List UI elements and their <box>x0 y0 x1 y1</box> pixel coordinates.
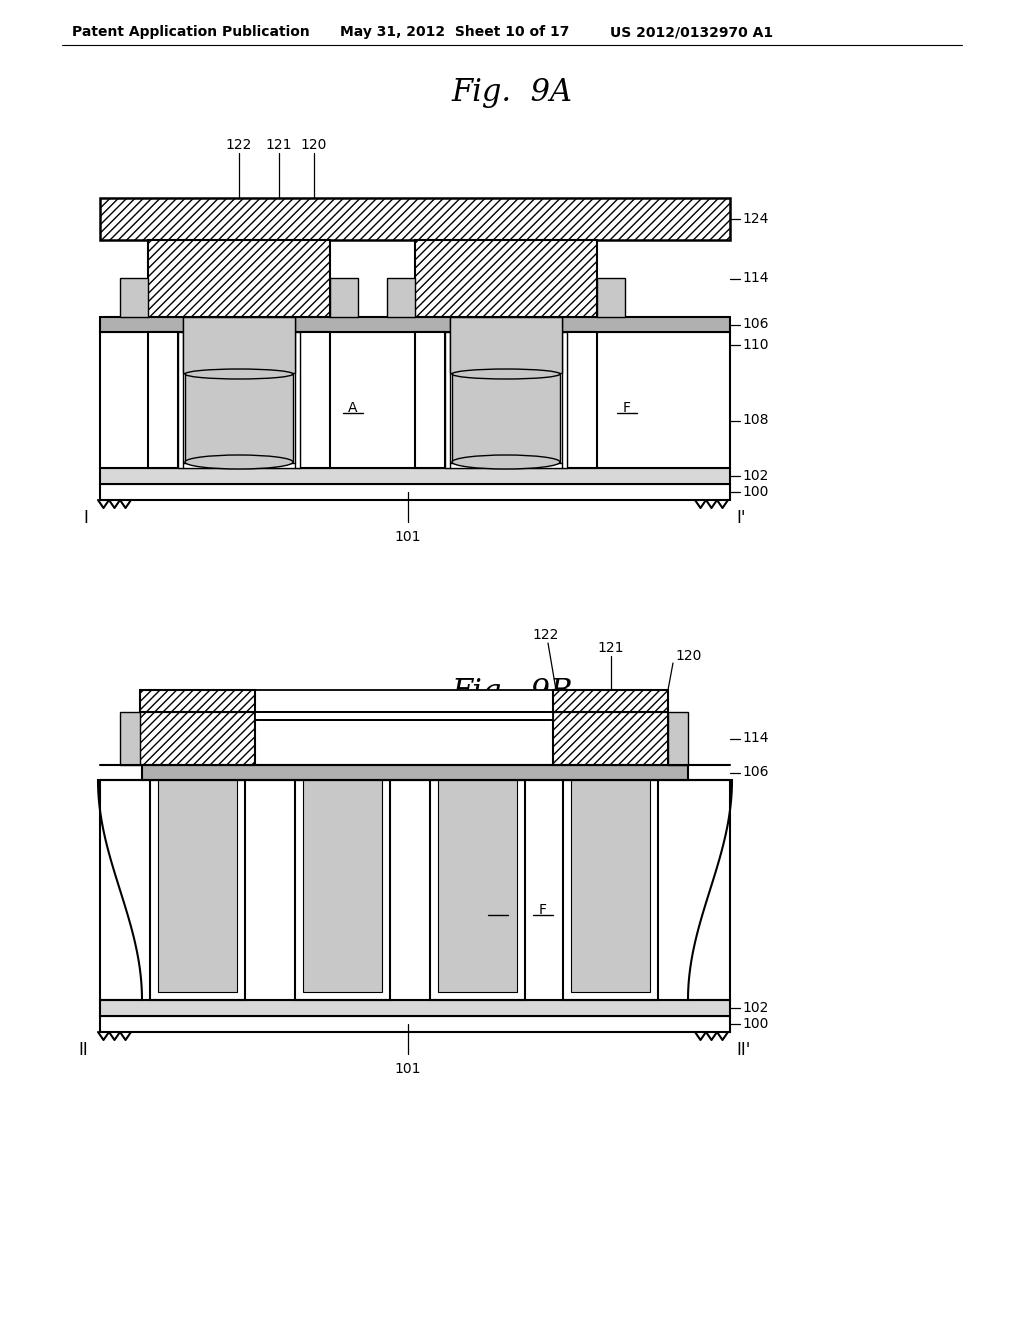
Bar <box>330 279 358 317</box>
Text: 122: 122 <box>532 628 559 642</box>
Text: 102: 102 <box>742 469 768 483</box>
Text: II: II <box>78 1041 88 1059</box>
Text: Patent Application Publication: Patent Application Publication <box>72 25 309 40</box>
Text: 102: 102 <box>742 1001 768 1015</box>
Text: 112b: 112b <box>327 939 358 952</box>
Text: I: I <box>83 510 88 527</box>
Text: F: F <box>623 401 631 414</box>
Bar <box>150 780 245 1001</box>
Bar <box>571 780 650 993</box>
Text: 110: 110 <box>742 338 768 352</box>
Bar <box>100 333 730 469</box>
Bar <box>387 279 415 317</box>
Bar <box>142 766 688 780</box>
Text: 101: 101 <box>394 531 421 544</box>
Text: May 31, 2012  Sheet 10 of 17: May 31, 2012 Sheet 10 of 17 <box>340 25 569 40</box>
Text: 112a: 112a <box>223 409 255 422</box>
Bar <box>120 711 140 766</box>
Text: 112a: 112a <box>182 939 213 952</box>
Text: Fig.  9B: Fig. 9B <box>452 676 572 708</box>
Bar <box>142 780 688 1001</box>
Text: 121: 121 <box>597 642 624 655</box>
Text: Fig.  9A: Fig. 9A <box>452 77 572 107</box>
Ellipse shape <box>452 370 560 379</box>
Bar <box>140 690 255 711</box>
Bar <box>567 333 597 469</box>
Bar <box>452 374 560 462</box>
Bar <box>668 711 688 766</box>
Bar <box>415 333 445 469</box>
Bar <box>100 484 730 500</box>
Ellipse shape <box>185 370 293 379</box>
Text: 112b: 112b <box>462 939 494 952</box>
Bar <box>450 317 562 374</box>
Text: 120: 120 <box>675 649 701 663</box>
Text: 100: 100 <box>742 484 768 499</box>
Bar <box>438 780 517 993</box>
Bar <box>295 780 390 1001</box>
Text: 112a: 112a <box>490 409 521 422</box>
Bar <box>148 333 178 469</box>
Text: 108: 108 <box>742 413 768 428</box>
Bar <box>100 198 730 240</box>
Text: I': I' <box>736 510 745 527</box>
Bar <box>300 333 330 469</box>
Text: 100: 100 <box>742 1016 768 1031</box>
Text: 106: 106 <box>742 318 768 331</box>
Bar <box>120 279 148 317</box>
Bar <box>183 317 295 374</box>
Bar <box>178 333 300 469</box>
Bar <box>100 1001 730 1016</box>
Bar <box>100 317 730 333</box>
Bar <box>597 279 625 317</box>
Text: F: F <box>539 903 547 917</box>
Text: 114: 114 <box>742 731 768 746</box>
Bar <box>415 240 597 317</box>
Text: US 2012/0132970 A1: US 2012/0132970 A1 <box>610 25 773 40</box>
Bar <box>445 333 567 469</box>
Bar <box>430 780 525 1001</box>
Text: II': II' <box>736 1041 751 1059</box>
Bar <box>255 690 553 766</box>
Text: 114: 114 <box>742 272 768 285</box>
Bar <box>553 711 668 766</box>
Bar <box>148 240 330 317</box>
Bar <box>100 1016 730 1032</box>
Text: 124: 124 <box>742 213 768 226</box>
Bar <box>185 374 293 462</box>
Text: A: A <box>493 903 502 917</box>
Bar <box>140 711 255 766</box>
Bar <box>303 780 382 993</box>
Bar <box>100 469 730 484</box>
Ellipse shape <box>452 455 560 469</box>
Bar <box>563 780 658 1001</box>
Text: 106: 106 <box>742 766 768 780</box>
Ellipse shape <box>185 455 293 469</box>
Bar <box>255 711 553 719</box>
Bar <box>553 690 668 711</box>
Text: A: A <box>348 401 357 414</box>
Text: 122: 122 <box>226 139 252 152</box>
Bar <box>158 780 237 993</box>
Text: 101: 101 <box>394 1063 421 1076</box>
Text: 120: 120 <box>301 139 328 152</box>
Text: 112a: 112a <box>595 939 627 952</box>
Text: 121: 121 <box>266 139 292 152</box>
